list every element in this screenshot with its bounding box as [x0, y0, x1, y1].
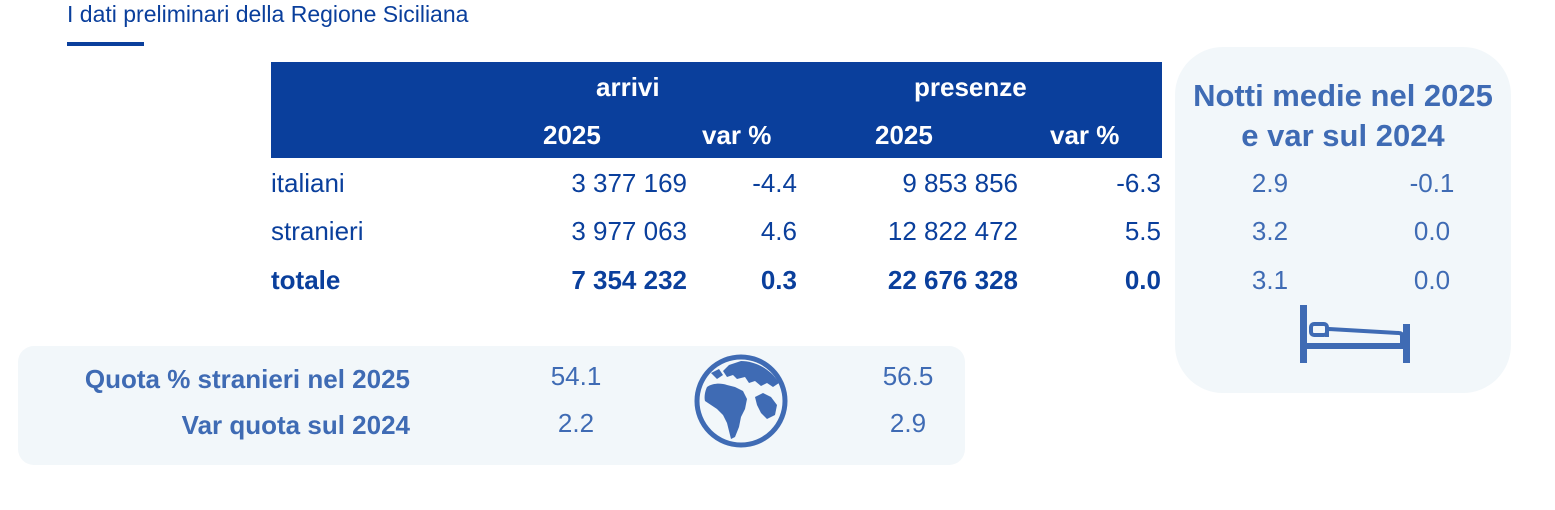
header-arrivi-year: 2025 [543, 120, 601, 150]
nights-avg-totale: 3.1 [1251, 265, 1289, 295]
header-presenze-var: var % [1050, 120, 1120, 150]
nights-title-line1: Notti medie nel 2025 [1193, 78, 1493, 113]
cell-presenze-stranieri: 12 822 472 [887, 216, 1018, 246]
quota-arrivi-share: 54.1 [550, 361, 602, 391]
quota-presenze-share: 56.5 [882, 361, 934, 391]
nights-var-stranieri: 0.0 [1413, 216, 1451, 246]
nights-avg-stranieri: 3.2 [1251, 216, 1289, 246]
nights-var-italiani: -0.1 [1409, 168, 1455, 198]
nights-panel [1175, 47, 1511, 393]
title-underline [67, 42, 144, 46]
quota-panel [18, 346, 965, 465]
cell-arrivi-italiani: 3 377 169 [571, 168, 687, 198]
bed-icon [1300, 305, 1410, 363]
row-label-totale: totale [271, 265, 341, 295]
row-label-italiani: italiani [271, 168, 345, 198]
header-presenze: presenze [914, 72, 1027, 102]
cell-presenze-var-stranieri: 5.5 [1124, 216, 1161, 246]
quota-share-label: Quota % stranieri nel 2025 [84, 364, 410, 394]
quota-var-label: Var quota sul 2024 [181, 410, 410, 440]
cell-arrivi-totale: 7 354 232 [571, 265, 687, 295]
cell-arrivi-var-stranieri: 4.6 [760, 216, 797, 246]
header-presenze-year: 2025 [875, 120, 933, 150]
cell-presenze-var-totale: 0.0 [1124, 265, 1161, 295]
nights-title-line2: e var sul 2024 [1241, 118, 1445, 153]
globe-icon [694, 354, 788, 448]
quota-arrivi-var: 2.2 [557, 408, 595, 438]
nights-var-totale: 0.0 [1413, 265, 1451, 295]
header-arrivi: arrivi [596, 72, 660, 102]
cell-arrivi-var-italiani: -4.4 [752, 168, 797, 198]
subtitle: I dati preliminari della Regione Sicilia… [67, 1, 469, 27]
cell-arrivi-stranieri: 3 977 063 [571, 216, 687, 246]
nights-title: Notti medie nel 2025 e var sul 2024 [1175, 76, 1511, 156]
cell-presenze-totale: 22 676 328 [887, 265, 1018, 295]
header-arrivi-var: var % [702, 120, 772, 150]
nights-avg-italiani: 2.9 [1251, 168, 1289, 198]
cell-arrivi-var-totale: 0.3 [760, 265, 797, 295]
row-label-stranieri: stranieri [271, 216, 364, 246]
table-header [271, 62, 1162, 158]
cell-presenze-italiani: 9 853 856 [902, 168, 1018, 198]
cell-presenze-var-italiani: -6.3 [1116, 168, 1161, 198]
quota-presenze-var: 2.9 [889, 408, 927, 438]
